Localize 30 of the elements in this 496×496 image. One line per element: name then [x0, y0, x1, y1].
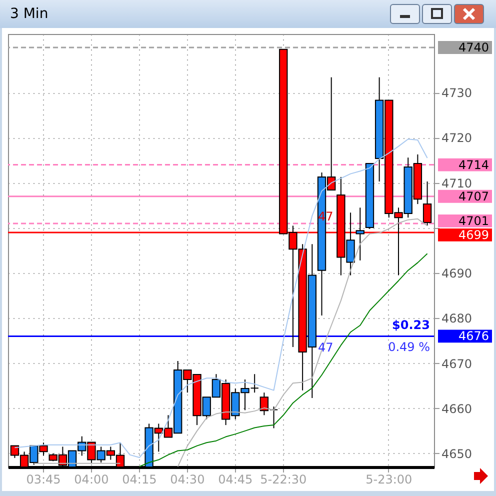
x-tick-label: 5-23:00: [366, 472, 412, 486]
line-series: [138, 253, 428, 467]
candlestick: [356, 207, 364, 261]
y-tick-label: 4650: [442, 446, 472, 461]
y-tick-label: 4730: [442, 86, 472, 100]
candlestick: [422, 180, 432, 226]
ref-line-label: 4707: [458, 189, 489, 204]
candlestick: [260, 392, 269, 416]
chart-title: 3 Min: [10, 6, 48, 22]
ref-line-label: 4714: [458, 158, 489, 172]
ref-line-label: 4699: [458, 228, 489, 242]
y-tick-label: 4710: [442, 176, 472, 190]
x-tick-label: 04:30: [170, 472, 205, 486]
x-tick-label: 03:45: [26, 472, 61, 486]
x-tick-label: 04:00: [74, 472, 109, 486]
annotation: 0.49 %: [388, 340, 430, 354]
ref-line-label: 4701: [458, 214, 489, 228]
y-tick-label: 4680: [442, 312, 472, 326]
ref-line-label: 4740: [458, 40, 489, 55]
y-tick-label: 4660: [442, 402, 472, 416]
annotation: 47: [318, 340, 334, 354]
y-tick-label: 4720: [442, 131, 472, 146]
x-tick-label: 04:15: [122, 472, 157, 486]
y-tick-label: 4690: [442, 266, 472, 281]
ref-line-label: 4676: [458, 329, 489, 344]
annotation: $0.23: [392, 318, 430, 332]
annotation: 47: [318, 210, 334, 224]
x-tick-label: 5-22:30: [260, 472, 307, 486]
x-tick-label: 04:45: [218, 472, 253, 486]
y-tick-label: 4670: [442, 356, 472, 371]
